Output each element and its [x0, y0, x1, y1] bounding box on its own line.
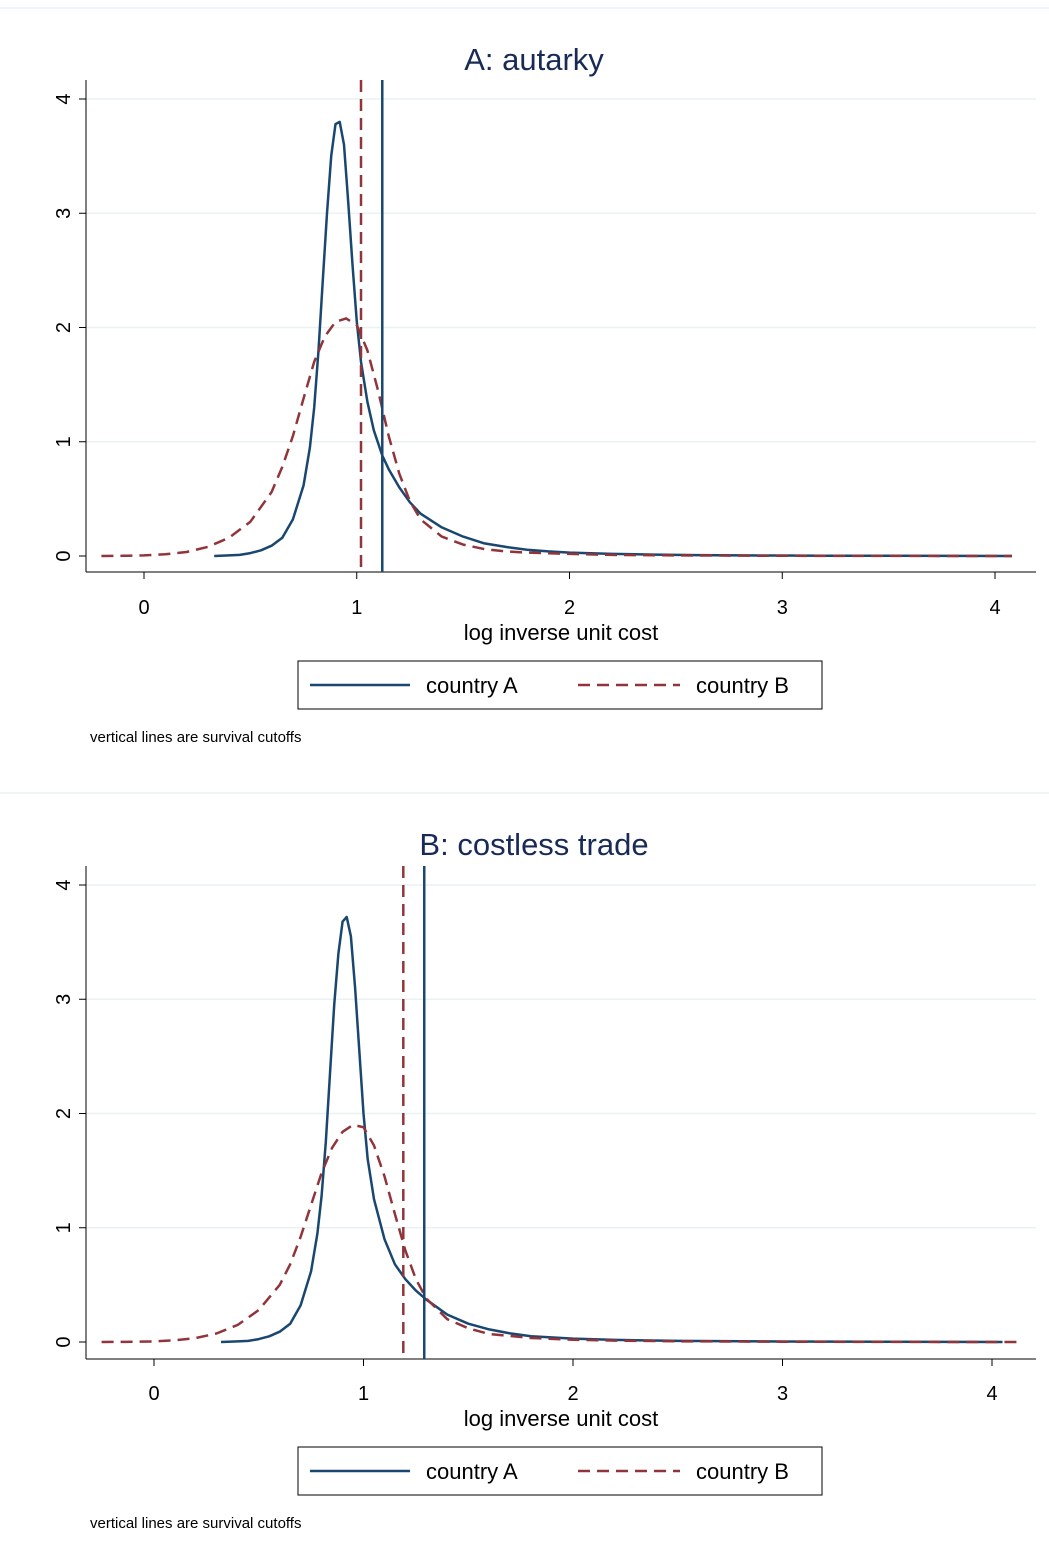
x-tick-label: 1 [358, 1383, 369, 1405]
x-tick-label: 2 [564, 597, 575, 619]
series-line-country-a [214, 120, 1013, 558]
x-axis-label: log inverse unit cost [464, 1406, 658, 1431]
y-tick-label: 2 [53, 322, 75, 333]
chart-note: vertical lines are survival cutoffs [90, 729, 301, 746]
series-line-country-b [101, 317, 1013, 558]
y-tick-label: 3 [53, 994, 75, 1005]
x-tick-label: 0 [138, 597, 149, 619]
series-line-country-a [220, 915, 1003, 1344]
legend-label-country-b: country B [696, 1459, 789, 1484]
x-tick-label: 2 [567, 1383, 578, 1405]
x-tick-label: 3 [777, 597, 788, 619]
series-line-country-b [101, 1123, 1024, 1344]
x-tick-label: 3 [777, 1383, 788, 1405]
legend: country A country B [297, 1446, 823, 1496]
y-tick-label: 4 [53, 879, 75, 890]
x-tick-label: 4 [989, 597, 1000, 619]
y-tick-label: 3 [53, 208, 75, 219]
x-axis-label: log inverse unit cost [464, 620, 658, 645]
legend: country A country B [297, 660, 823, 710]
y-tick-label: 0 [53, 1336, 75, 1347]
legend-label-country-b: country B [696, 673, 789, 698]
legend-label-country-a: country A [426, 673, 518, 698]
panel-b: B: costless trade 0 1 2 3 4 0 1 2 3 4 log inverse u… [0, 792, 1049, 1532]
x-tick-label: 0 [148, 1383, 159, 1405]
y-tick-label: 1 [53, 436, 75, 447]
legend-box [297, 660, 823, 710]
y-tick-label: 1 [53, 1222, 75, 1233]
chart-note: vertical lines are survival cutoffs [90, 1515, 301, 1532]
panel-a: A: autarky 0 1 2 3 4 0 1 2 3 4 log inverse unit cos… [0, 7, 1049, 746]
legend-label-country-a: country A [426, 1459, 518, 1484]
y-tick-label: 4 [53, 93, 75, 104]
x-tick-label: 4 [986, 1383, 997, 1405]
chart-title: A: autarky [464, 42, 604, 77]
chart-title: B: costless trade [419, 827, 648, 862]
y-tick-label: 2 [53, 1108, 75, 1119]
x-tick-label: 1 [351, 597, 362, 619]
y-tick-label: 0 [53, 550, 75, 561]
